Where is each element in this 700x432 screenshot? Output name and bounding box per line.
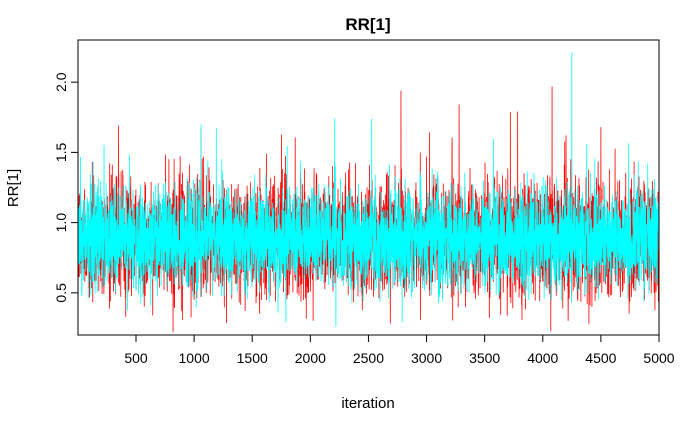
x-tick-label: 3500 xyxy=(469,350,500,366)
x-tick-label: 3000 xyxy=(411,350,442,366)
x-tick-label: 4500 xyxy=(585,350,616,366)
x-tick-label: 1000 xyxy=(179,350,210,366)
x-tick-label: 4000 xyxy=(527,350,558,366)
plot-area xyxy=(78,52,659,333)
x-axis-label: iteration xyxy=(341,395,394,412)
x-tick-label: 2000 xyxy=(295,350,326,366)
x-tick-label: 1500 xyxy=(237,350,268,366)
y-axis-label: RR[1] xyxy=(5,169,22,207)
y-tick-label: 1.5 xyxy=(53,142,69,162)
trace-series-2 xyxy=(78,52,659,327)
chart-title: RR[1] xyxy=(345,15,390,34)
y-tick-label: 1.0 xyxy=(53,213,69,233)
y-tick-label: 0.5 xyxy=(53,283,69,303)
y-tick-label: 2.0 xyxy=(53,72,69,92)
x-tick-label: 500 xyxy=(124,350,148,366)
x-tick-label: 2500 xyxy=(353,350,384,366)
x-axis: 500 1000 1500 2000 2500 3000 3500 4000 4500 5000 xyxy=(124,335,675,366)
x-tick-label: 5000 xyxy=(643,350,674,366)
y-axis: 0.5 1.0 1.5 2.0 xyxy=(53,72,78,303)
